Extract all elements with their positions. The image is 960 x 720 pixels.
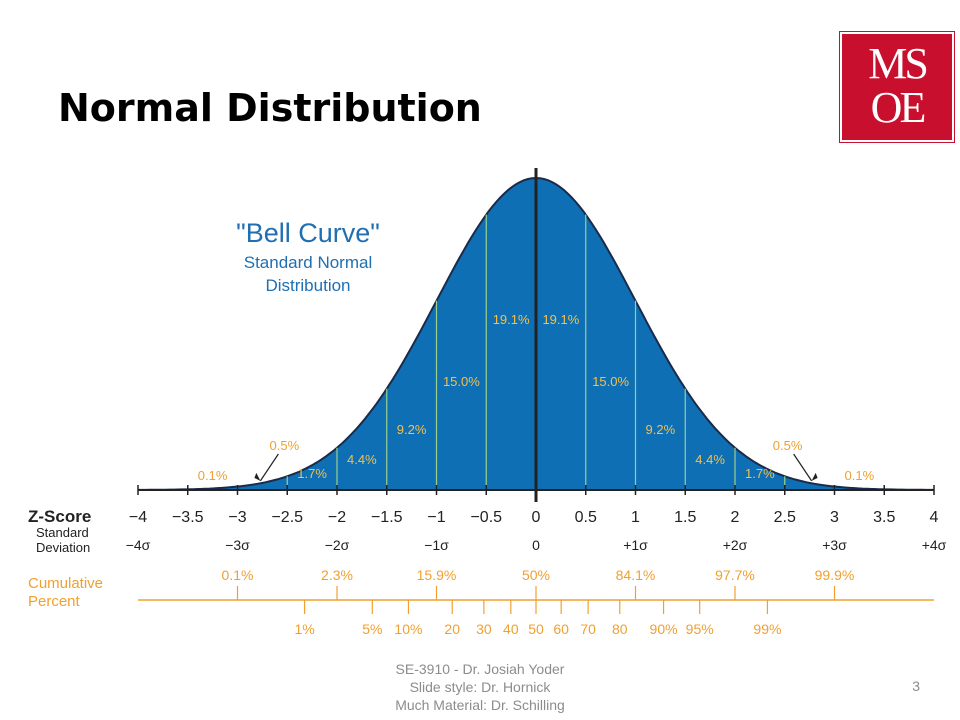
cumulative-upper-label: 0.1% <box>222 567 254 583</box>
z-tick-label: −1 <box>427 509 445 526</box>
band-percent-label: 4.4% <box>695 452 725 467</box>
z-score-label: Z-Score <box>28 507 91 526</box>
band-percent-label: 15.0% <box>592 374 629 389</box>
band-percent-label: 0.5% <box>773 438 803 453</box>
z-tick-label: −1.5 <box>371 509 403 526</box>
z-tick-label: −2 <box>328 509 346 526</box>
cumulative-lower-label: 95% <box>686 621 714 637</box>
z-tick-label: 4 <box>930 509 939 526</box>
z-tick-label: 2 <box>731 509 740 526</box>
sigma-label: +3σ <box>822 537 847 553</box>
cumulative-upper-label: 84.1% <box>616 567 656 583</box>
cumulative-upper-label: 99.9% <box>815 567 855 583</box>
band-percent-label: 19.1% <box>542 312 579 327</box>
z-tick-label: 0 <box>532 509 541 526</box>
logo-text-bottom: OE <box>870 83 927 132</box>
cumulative-lower-label: 70 <box>580 621 596 637</box>
msoe-logo: MS OE <box>840 32 954 142</box>
chart-heading-layer: "Bell Curve" Standard Normal Distribution <box>236 218 380 295</box>
footer-line: Slide style: Dr. Hornick <box>409 679 551 695</box>
z-tick-label: −3.5 <box>172 509 204 526</box>
cumulative-lower-label: 99% <box>753 621 781 637</box>
z-tick-label: −2.5 <box>271 509 303 526</box>
cumulative-lower-label: 1% <box>294 621 314 637</box>
cumulative-upper-label: 97.7% <box>715 567 755 583</box>
band-percent-label: 1.7% <box>297 466 327 481</box>
band-percent-label: 4.4% <box>347 452 377 467</box>
z-tick-label: 2.5 <box>774 509 796 526</box>
z-tick-label: 3.5 <box>873 509 895 526</box>
footer-line: SE-3910 - Dr. Josiah Yoder <box>395 661 565 677</box>
cumulative-upper-label: 2.3% <box>321 567 353 583</box>
cumulative-upper-label: 50% <box>522 567 550 583</box>
cumulative-lower-label: 10% <box>394 621 422 637</box>
footer-line: Much Material: Dr. Schilling <box>395 697 565 713</box>
sigma-label: +4σ <box>922 537 947 553</box>
cumulative-lower-label: 5% <box>362 621 382 637</box>
cumulative-percent-label: Percent <box>28 593 81 610</box>
sigma-label: +1σ <box>623 537 648 553</box>
band-percent-label: 1.7% <box>745 466 775 481</box>
z-tick-label: 1 <box>631 509 640 526</box>
band-percent-label: 0.1% <box>198 468 228 483</box>
cumulative-upper-label: 15.9% <box>417 567 457 583</box>
sigma-label: +2σ <box>723 537 748 553</box>
slide-title: Normal Distribution <box>58 86 482 130</box>
cumulative-lower-label: 90% <box>650 621 678 637</box>
cumulative-percent-label: Cumulative <box>28 575 103 592</box>
chart-subtitle: Distribution <box>265 276 350 295</box>
sigma-label: −4σ <box>126 537 151 553</box>
band-percent-label: 15.0% <box>443 374 480 389</box>
standard-deviation-label: Standard <box>36 525 89 540</box>
z-tick-label: −0.5 <box>470 509 502 526</box>
band-percent-label: 9.2% <box>397 422 427 437</box>
band-percent-label: 19.1% <box>493 312 530 327</box>
band-percent-label: 0.5% <box>270 438 300 453</box>
cumulative-lower-label: 40 <box>503 621 519 637</box>
normal-distribution-chart: 0.1% 0.5% 1.7% 4.4% 9.2% 15.0% 19.1% 19.1% 15.0%… <box>28 168 947 637</box>
tail-arrow <box>793 453 813 482</box>
z-tick-label: 1.5 <box>674 509 696 526</box>
z-tick-label: −4 <box>129 509 147 526</box>
standard-deviation-label: Deviation <box>36 540 90 555</box>
cumulative-lower-label: 20 <box>444 621 460 637</box>
sigma-label: −3σ <box>225 537 250 553</box>
band-percent-label: 9.2% <box>646 422 676 437</box>
cumulative-lower-label: 60 <box>553 621 569 637</box>
cumulative-lower-label: 50 <box>528 621 544 637</box>
footer-credits: SE-3910 - Dr. Josiah Yoder Slide style: … <box>330 660 630 714</box>
chart-subtitle: Standard Normal <box>244 253 373 272</box>
z-axis-layer: −4 −3.5 −3 −2.5 −2 −1.5 −1 −0.5 0 0.5 1 1.5 2 2.5 3 3.5… <box>28 485 947 555</box>
page-number: 3 <box>912 678 920 694</box>
logo-text-top: MS <box>868 39 929 88</box>
z-tick-label: −3 <box>228 509 246 526</box>
cumulative-lower-label: 30 <box>476 621 492 637</box>
band-percent-label: 0.1% <box>845 468 875 483</box>
sigma-label: 0 <box>532 537 540 553</box>
chart-title: "Bell Curve" <box>236 218 380 248</box>
band-percent-layer: 0.1% 0.5% 1.7% 4.4% 9.2% 15.0% 19.1% 19.1% 15.0%… <box>198 312 875 483</box>
z-tick-label: 3 <box>830 509 839 526</box>
z-tick-label: 0.5 <box>575 509 597 526</box>
sigma-label: −1σ <box>424 537 449 553</box>
sigma-label: −2σ <box>325 537 350 553</box>
tail-arrow <box>259 453 279 482</box>
tail-arrow-head <box>254 472 261 481</box>
tail-arrow-head <box>811 472 818 481</box>
cumulative-lower-label: 80 <box>612 621 628 637</box>
